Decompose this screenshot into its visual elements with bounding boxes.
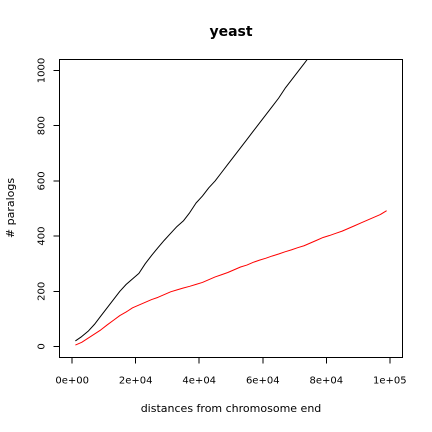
x-tick-label: 1e+05 xyxy=(373,376,407,387)
series-layer xyxy=(75,59,387,346)
y-tick-label: 400 xyxy=(37,227,48,246)
x-tick-label: 8e+04 xyxy=(309,376,343,387)
y-tick-label: 1000 xyxy=(37,58,48,83)
x-tick-label: 4e+04 xyxy=(182,376,216,387)
x-axis: 0e+00 2e+04 4e+04 6e+04 8e+04 1e+05 xyxy=(55,357,407,387)
x-tick-label: 6e+04 xyxy=(246,376,280,387)
y-tick-label: 800 xyxy=(37,116,48,135)
x-tick-label: 0e+00 xyxy=(55,376,89,387)
y-tick-label: 0 xyxy=(37,343,48,349)
plot-area-frame xyxy=(59,59,403,358)
series-line-black xyxy=(75,59,308,342)
y-tick-label: 600 xyxy=(37,171,48,190)
y-tick-label: 200 xyxy=(37,282,48,301)
series-line-red xyxy=(75,210,387,346)
x-tick-label: 2e+04 xyxy=(119,376,153,387)
x-axis-label: distances from chromosome end xyxy=(141,402,322,415)
chart-title: yeast xyxy=(209,24,252,40)
y-axis: 0 200 400 600 800 1000 xyxy=(37,58,60,350)
y-axis-label: # paralogs xyxy=(4,178,17,238)
